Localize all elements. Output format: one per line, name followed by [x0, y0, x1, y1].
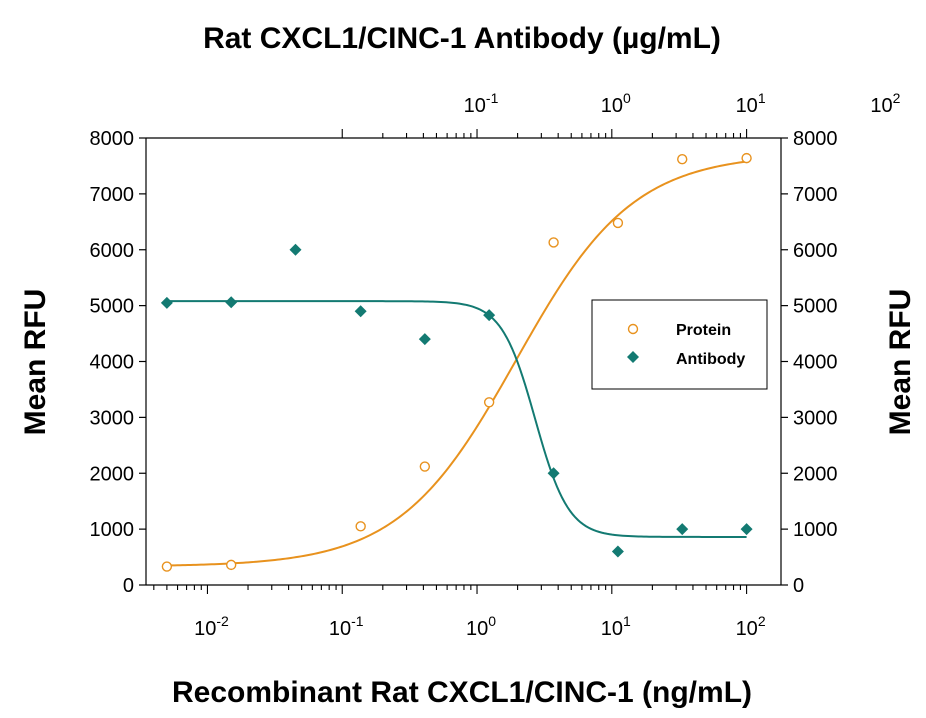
fit-curves — [166, 160, 747, 567]
data-point-antibody — [676, 523, 689, 536]
legend-box — [591, 299, 768, 390]
fit-curve-antibody — [166, 300, 747, 538]
x-tick-label: 101 — [601, 613, 631, 640]
data-point-antibody — [354, 305, 367, 318]
data-point-protein — [355, 521, 366, 532]
data-point-antibody — [160, 296, 173, 309]
y-tick-label-right: 7000 — [793, 184, 838, 206]
data-point-antibody — [740, 523, 753, 536]
data-point-protein — [419, 461, 431, 472]
y-tick-label-right: 2000 — [793, 463, 838, 485]
legend: Protein Antibody — [591, 299, 768, 390]
y-tick-label-left: 2000 — [90, 463, 135, 485]
legend-antibody-label: Antibody — [676, 351, 745, 368]
y-tick-label-right: 6000 — [793, 240, 838, 262]
data-point-protein — [161, 561, 173, 572]
top-tick-label: 10-1 — [464, 90, 499, 117]
data-point-antibody — [418, 333, 431, 346]
top-tick-label: 100 — [601, 90, 631, 117]
data-point-protein — [677, 154, 688, 165]
y-axis-title-left: Mean RFU — [19, 289, 52, 436]
axes: 0 0 1000 1000 2000 2000 3000 3000 4000 4000 5000 50… — [90, 90, 901, 640]
y-tick-label-left: 1000 — [90, 519, 135, 541]
x-tick-label: 10-2 — [194, 613, 229, 640]
y-tick-label-left: 0 — [123, 575, 134, 597]
data-point-antibody — [289, 243, 302, 256]
y-tick-label-left: 3000 — [90, 407, 135, 429]
y-tick-label-right: 8000 — [793, 128, 838, 150]
y-tick-label-right: 1000 — [793, 519, 838, 541]
data-point-protein — [483, 397, 495, 408]
x-tick-label: 100 — [466, 613, 496, 640]
fit-curve-protein — [166, 160, 747, 567]
y-tick-label-left: 8000 — [90, 128, 135, 150]
x-tick-label: 10-1 — [329, 613, 364, 640]
data-point-protein — [548, 237, 559, 248]
y-tick-label-left: 7000 — [90, 184, 135, 206]
data-point-antibody — [225, 296, 238, 309]
y-tick-label-left: 6000 — [90, 240, 135, 262]
data-point-antibody — [547, 467, 560, 480]
y-tick-label-right: 4000 — [793, 352, 838, 374]
data-point-protein — [741, 152, 752, 164]
data-point-protein — [225, 559, 237, 571]
legend-protein-label: Protein — [676, 322, 731, 339]
legend-antibody-marker — [627, 351, 639, 363]
top-axis-title: Rat CXCL1/CINC-1 Antibody (µg/mL) — [203, 22, 721, 55]
data-point-antibody — [483, 309, 496, 322]
y-tick-label-right: 5000 — [793, 296, 838, 318]
y-tick-label-left: 4000 — [90, 352, 135, 374]
x-tick-label: 102 — [736, 613, 766, 640]
y-tick-label-right: 3000 — [793, 407, 838, 429]
data-point-antibody — [611, 545, 624, 558]
top-tick-label: 101 — [736, 90, 766, 117]
data-point-protein — [612, 217, 624, 229]
y-tick-label-left: 5000 — [90, 296, 135, 318]
data-points — [160, 152, 753, 572]
y-tick-label-right: 0 — [793, 575, 804, 597]
legend-protein-marker — [627, 323, 639, 335]
x-axis-title: Recombinant Rat CXCL1/CINC-1 (ng/mL) — [172, 676, 752, 709]
y-axis-title-right: Mean RFU — [884, 289, 917, 436]
top-tick-label: 102 — [870, 90, 900, 117]
